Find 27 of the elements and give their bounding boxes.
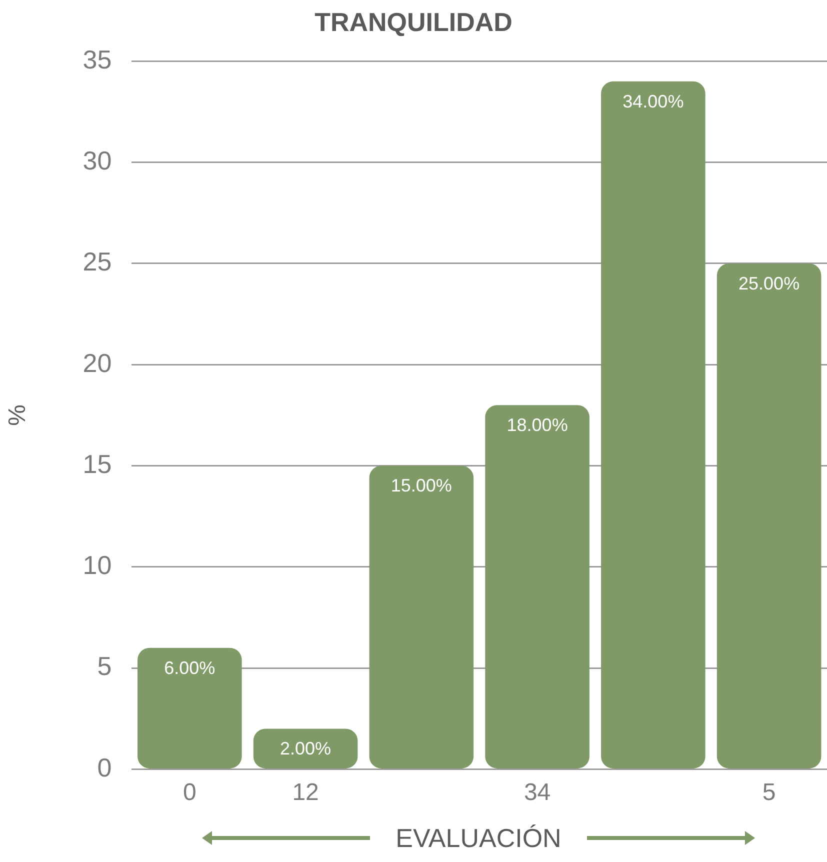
data-label: 25.00% [738, 273, 800, 294]
bar [601, 81, 706, 768]
x-tick-label: 12 [292, 779, 319, 806]
bar [485, 405, 590, 768]
y-tick-label: 0 [97, 752, 112, 782]
x-tick-label: 34 [524, 779, 551, 806]
data-label: 2.00% [280, 738, 332, 759]
y-tick-label: 30 [82, 146, 112, 176]
y-tick-label: 5 [97, 651, 112, 682]
y-tick-label: 25 [82, 246, 112, 277]
chart-title: TRANQUILIDAD [314, 6, 512, 37]
x-tick-label: 5 [762, 779, 776, 806]
data-label: 15.00% [390, 476, 452, 496]
bar [716, 263, 822, 768]
y-axis-title: % [4, 404, 32, 426]
y-tick-label: 15 [82, 448, 112, 479]
x-tick-label: 0 [182, 779, 196, 806]
bar [138, 648, 242, 768]
data-label: 18.00% [506, 415, 568, 436]
data-label: 34.00% [622, 91, 684, 112]
y-tick-label: 20 [82, 348, 112, 378]
y-tick-label: 35 [82, 44, 112, 74]
x-axis-title: EVALUACIÓN [396, 822, 562, 854]
data-label: 6.00% [164, 658, 216, 678]
bar [369, 466, 474, 768]
y-tick-label: 10 [82, 550, 112, 580]
bar [253, 728, 358, 768]
